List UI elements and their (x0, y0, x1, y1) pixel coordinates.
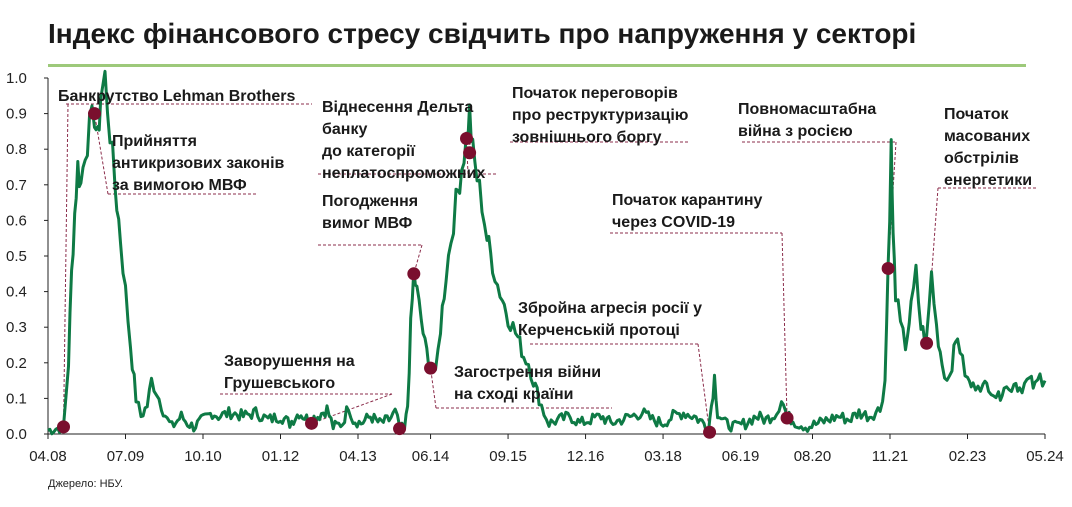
annotation-line: Початок переговорів (512, 85, 678, 102)
x-tick-label: 02.23 (949, 448, 987, 465)
y-tick-label: 0.7 (6, 177, 27, 194)
annotation-line: Початок карантину (612, 192, 762, 209)
x-tick-label: 03.18 (644, 448, 682, 465)
annotation-line: банку (322, 121, 367, 138)
y-tick-label: 0.2 (6, 355, 27, 372)
annotation-label: Прийняття антикризових законів за вимогою … (112, 133, 285, 194)
x-tick-label: 07.09 (107, 448, 145, 465)
annotation-line: енергетики (944, 172, 1032, 189)
y-tick-label: 0.5 (6, 248, 27, 265)
annotation-line: Керченській протоці (518, 322, 680, 339)
x-tick-label: 11.21 (872, 448, 908, 465)
event-marker (920, 336, 934, 350)
annotation-leader (926, 187, 939, 344)
annotation-line: Банкрутство Lehman Brothers (58, 88, 296, 105)
annotation-line: Повномасштабна (738, 101, 876, 118)
event-marker (393, 422, 407, 436)
annotation-label: Банкрутство Lehman Brothers (58, 88, 296, 105)
y-tick-label: 0.1 (6, 390, 27, 407)
annotation-labels: Банкрутство Lehman Brothers Прийняття анти… (58, 85, 1032, 403)
annotation-line: війна з росією (738, 123, 853, 140)
annotation-label: Загострення війни на сході країни (454, 364, 601, 403)
annotation-label: Віднесення Дельта банку до категорії неплат… (322, 99, 485, 182)
annotation-line: Заворушення на (224, 353, 355, 370)
annotation-line: обстрілів (944, 150, 1019, 167)
y-tick-label: 0.0 (6, 426, 27, 443)
annotation-line: через COVID-19 (612, 214, 735, 231)
series-layer (47, 69, 1047, 436)
y-tick-label: 0.8 (6, 141, 27, 158)
annotation-line: Прийняття (112, 133, 197, 150)
x-tick-label: 06.19 (722, 448, 760, 465)
event-marker (463, 146, 477, 160)
annotation-line: масованих (944, 128, 1030, 145)
annotation-line: про реструктуризацію (512, 107, 689, 124)
x-tick-label: 12.16 (567, 448, 605, 465)
annotation-line: вимог МВФ (322, 215, 413, 232)
x-tick-label: 08.20 (794, 448, 832, 465)
annotation-line: за вимогою МВФ (112, 177, 247, 194)
annotation-leader (311, 393, 393, 424)
event-marker (780, 411, 794, 425)
x-tick-label: 05.24 (1026, 448, 1064, 465)
x-tick-label: 10.10 (184, 448, 222, 465)
annotation-line: зовнішнього боргу (512, 129, 662, 146)
y-tick-label: 0.4 (6, 284, 27, 301)
x-tick-label: 04.08 (29, 448, 67, 465)
x-tick-label: 06.14 (412, 448, 450, 465)
annotation-label: Початок карантину через COVID-19 (612, 192, 762, 231)
annotation-leader (63, 103, 69, 427)
annotation-label: Початок масованих обстрілів енергетики (944, 106, 1032, 189)
annotation-line: Збройна агресія росії у (518, 300, 702, 317)
chart-title: Індекс фінансового стресу свідчить про н… (48, 18, 917, 49)
annotation-leader (430, 368, 437, 409)
series-line (47, 69, 1047, 436)
event-marker (881, 261, 895, 275)
event-marker (88, 107, 102, 121)
annotation-label: Заворушення на Грушевського (224, 353, 355, 392)
annotation-line: на сході країни (454, 386, 573, 403)
x-tick-label: 01.12 (262, 448, 300, 465)
title-rule (48, 64, 1026, 67)
event-marker (407, 267, 421, 281)
y-tick-label: 0.9 (6, 106, 27, 123)
annotation-line: Загострення війни (454, 364, 601, 381)
annotation-label: Погодження вимог МВФ (322, 193, 418, 232)
axes-layer: 0.0 0.1 0.2 0.3 0.4 0.5 0.6 0.7 0.8 0.9 1.0 04.08 07… (6, 70, 1064, 465)
x-tick-label: 09.15 (489, 448, 527, 465)
event-marker (305, 416, 319, 430)
event-markers (57, 107, 934, 439)
event-marker (424, 361, 438, 375)
annotation-line: антикризових законів (112, 155, 285, 172)
annotation-line: неплатоспроможних (322, 165, 485, 182)
annotation-line: Початок (944, 106, 1009, 123)
event-marker (57, 420, 71, 434)
y-tick-label: 0.3 (6, 319, 27, 336)
annotation-label: Початок переговорів про реструктуризацію з… (512, 85, 689, 146)
annotation-line: Грушевського (224, 375, 335, 392)
annotation-leader (781, 232, 788, 418)
annotation-label: Збройна агресія росії у Керченській прото… (518, 300, 702, 339)
x-tick-label: 04.13 (339, 448, 377, 465)
annotation-leaders (63, 103, 1036, 433)
y-tick-label: 0.6 (6, 212, 27, 229)
y-tick-label: 1.0 (6, 70, 27, 87)
event-marker (703, 425, 717, 439)
source-note: Джерело: НБУ. (48, 478, 124, 490)
event-marker (460, 132, 474, 146)
annotation-line: Погодження (322, 193, 418, 210)
annotation-line: до категорії (322, 143, 415, 160)
annotation-line: Віднесення Дельта (322, 99, 473, 116)
annotation-label: Повномасштабна війна з росією (738, 101, 876, 140)
